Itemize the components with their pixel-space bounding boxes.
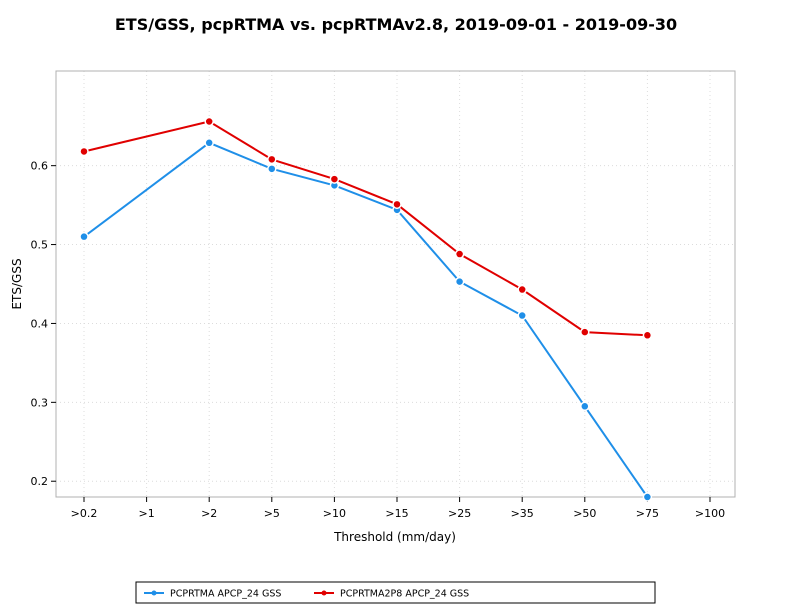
series-1-point: [580, 401, 590, 412]
legend-frame: [135, 581, 656, 604]
y-tick-label: 0.6: [31, 160, 49, 173]
y-tick-label: 0.2: [31, 475, 49, 488]
x-tick-label: >15: [385, 507, 408, 520]
x-tick-label: >100: [695, 507, 725, 520]
legend: PCPRTMA APCP_24 GSS PCPRTMA2P8 APCP_24 GS…: [135, 581, 656, 604]
series-2-point: [580, 327, 590, 337]
series-2-point: [204, 116, 214, 127]
x-tick-label: >75: [636, 507, 659, 520]
legend-label: PCPRTMA APCP_24 GSS: [170, 589, 281, 600]
series-2-point: [642, 330, 653, 341]
x-tick-label: >2: [201, 507, 217, 520]
series-line-2: [83, 120, 648, 337]
grid-layer: [56, 71, 735, 497]
y-tick-label: 0.5: [31, 239, 49, 252]
series-2-point: [267, 154, 277, 165]
series-layer: [79, 116, 653, 502]
x-tick-label: >1: [138, 507, 154, 520]
series-2-point: [517, 284, 527, 295]
x-tick-label: >25: [448, 507, 471, 520]
x-tick-label: >10: [323, 507, 346, 520]
series-2-point: [392, 199, 402, 210]
x-tick-label: >0.2: [71, 507, 98, 520]
y-axis-label: ETS/GSS: [10, 258, 24, 309]
x-tick-label: >35: [511, 507, 534, 520]
legend-label: PCPRTMA2P8 APCP_24 GSS: [340, 589, 469, 600]
x-tick-label: >5: [264, 507, 280, 520]
plot-frame: [55, 70, 736, 498]
series-1-point: [454, 276, 465, 287]
y-tick-label: 0.4: [31, 317, 49, 330]
legend-swatch-marker: [321, 590, 327, 596]
series-1-point: [204, 138, 214, 148]
axis-layer: >0.2 >1 >2 >5 >10 >15 >25 >35 >50 >75 >100 0.2 0.3 0.…: [31, 160, 726, 520]
series-2-point: [79, 146, 89, 157]
series-1-point: [267, 164, 277, 174]
series-2-point: [329, 174, 340, 184]
series-1-point: [79, 231, 89, 242]
chart-title: ETS/GSS, pcpRTMA vs. pcpRTMAv2.8, 2019-0…: [115, 15, 677, 34]
x-tick-label: >50: [573, 507, 596, 520]
series-2-point: [454, 249, 465, 259]
series-1-point: [517, 310, 527, 321]
x-axis-label: Threshold (mm/day): [333, 530, 456, 544]
legend-swatch-marker: [151, 590, 157, 596]
series-1-point: [642, 492, 653, 502]
y-tick-label: 0.3: [31, 396, 49, 409]
series-line-1: [83, 141, 649, 498]
